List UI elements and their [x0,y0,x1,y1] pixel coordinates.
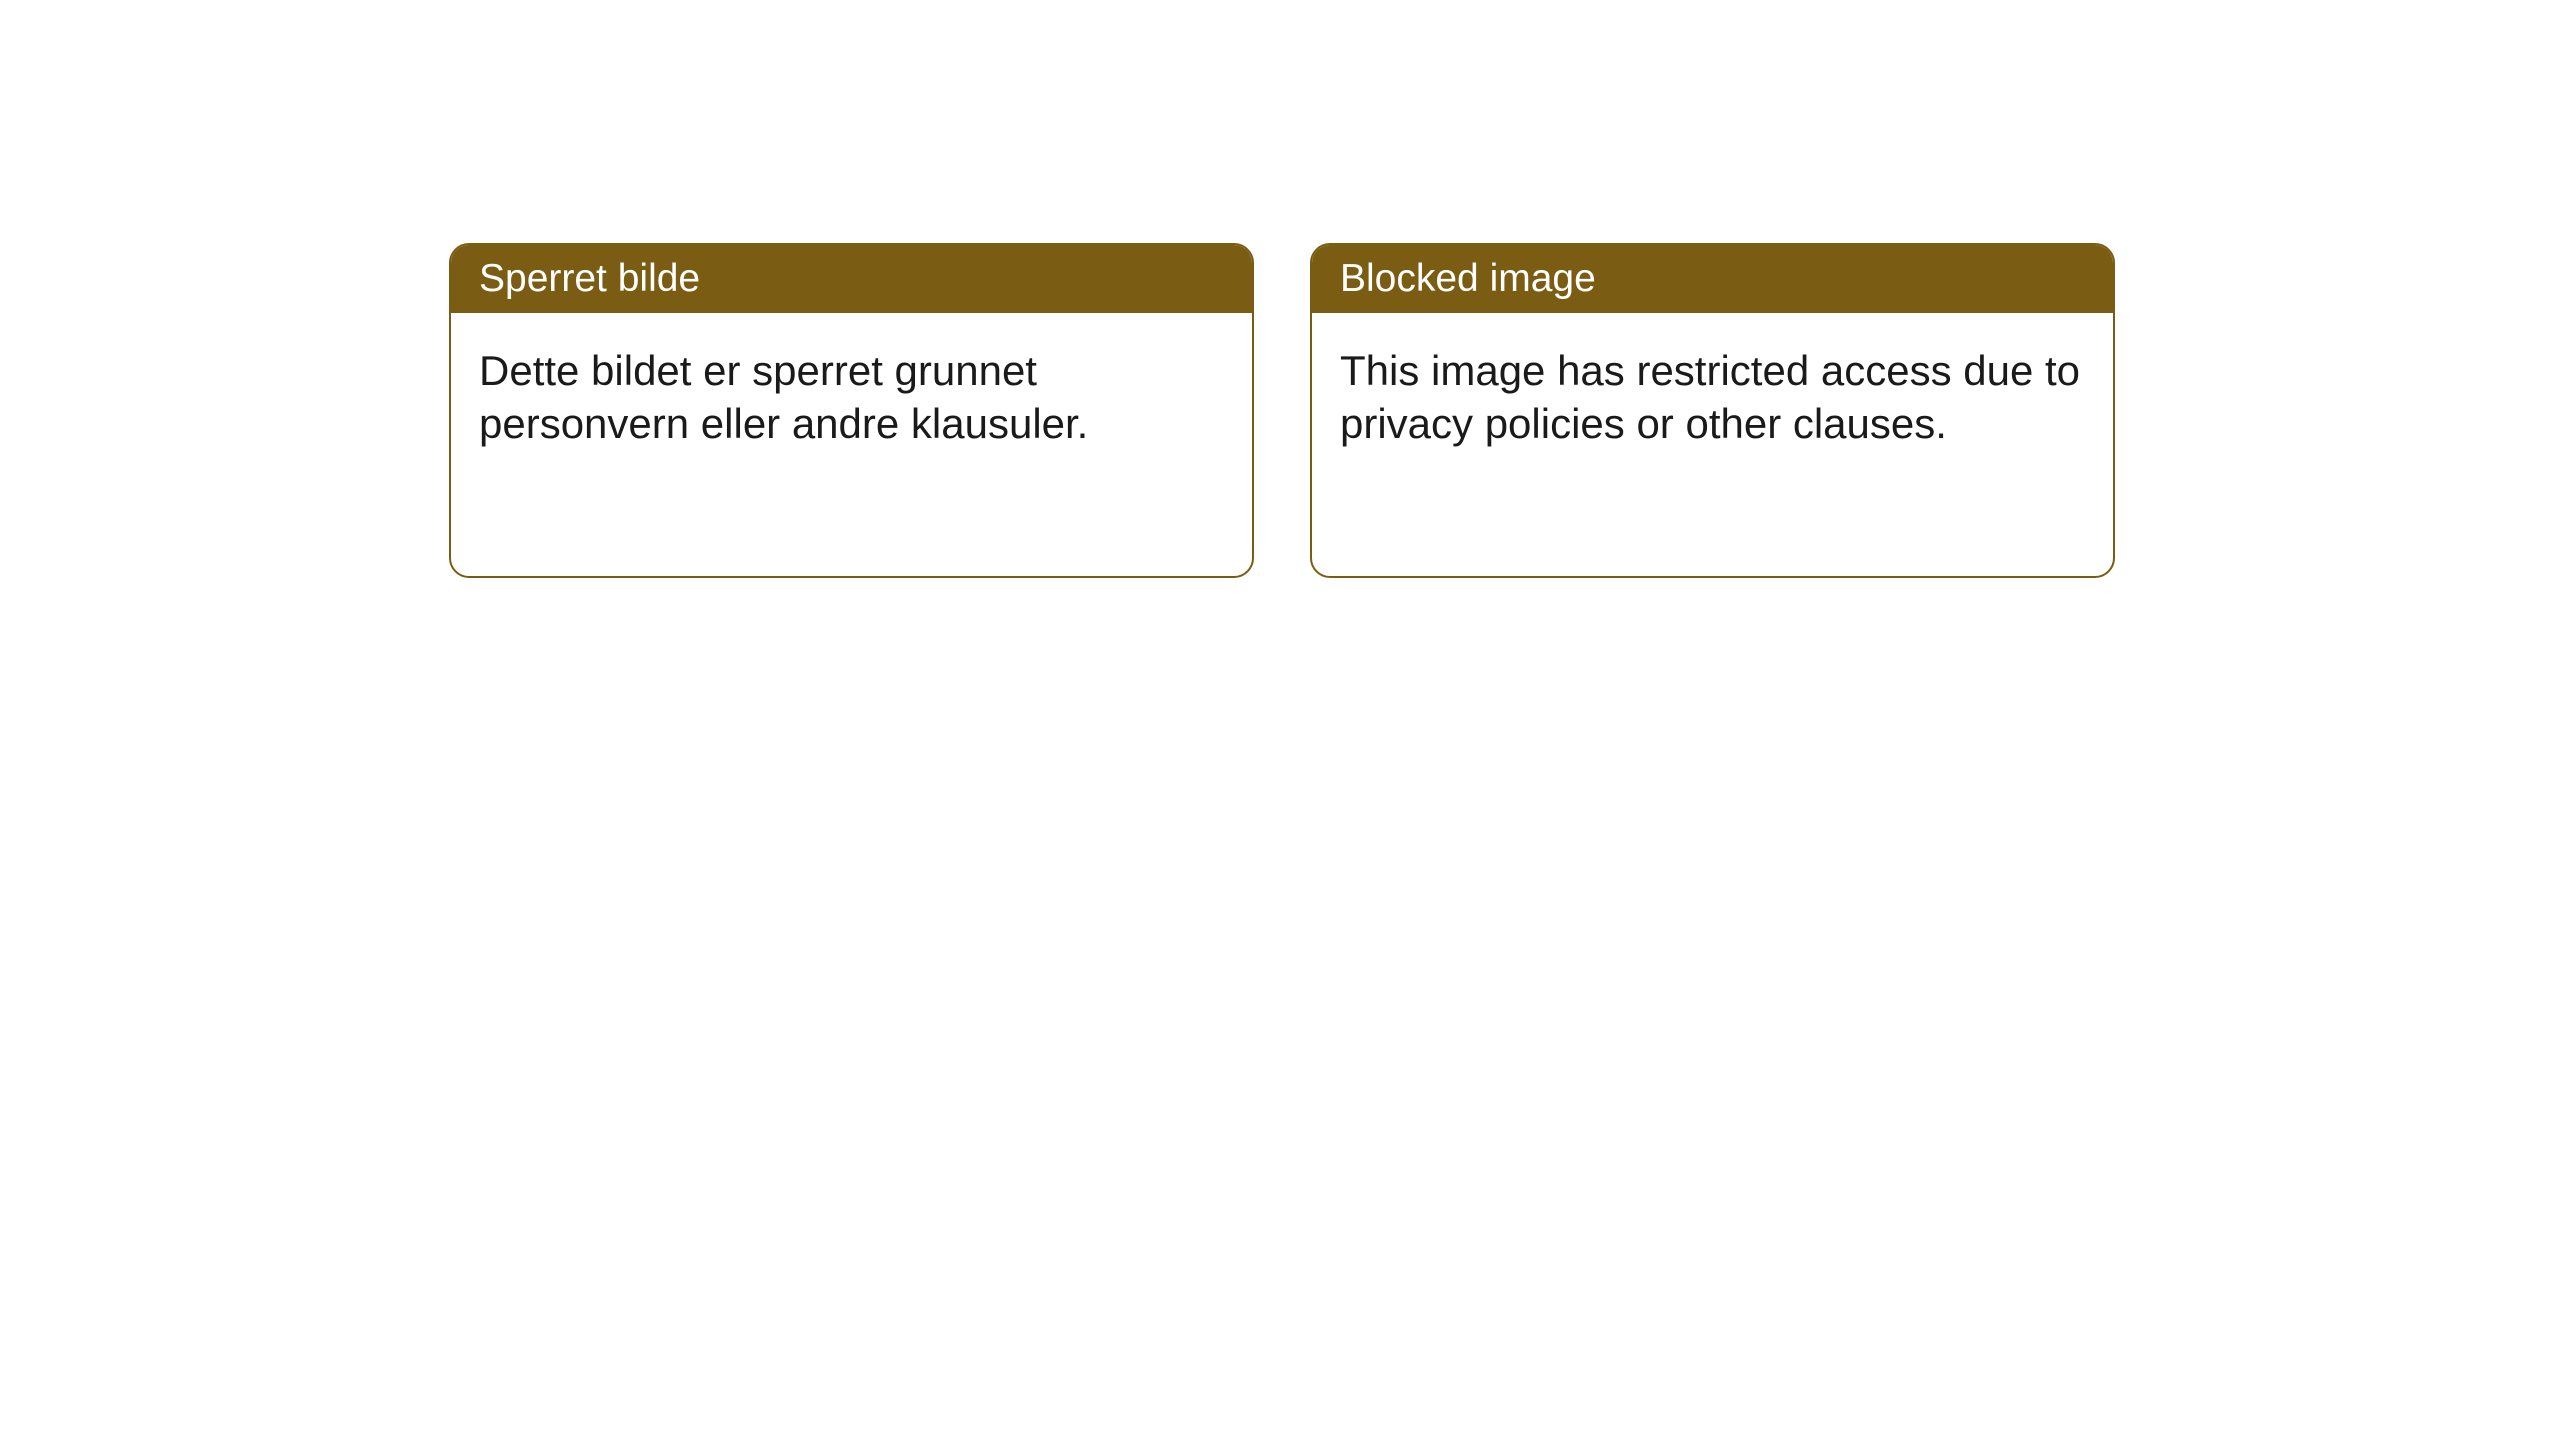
card-body: Dette bildet er sperret grunnet personve… [451,313,1252,482]
card-title: Sperret bilde [479,257,700,300]
card-body-text: This image has restricted access due to … [1340,347,2080,447]
card-body: This image has restricted access due to … [1312,313,2113,482]
card-header: Blocked image [1312,245,2113,313]
card-body-text: Dette bildet er sperret grunnet personve… [479,347,1088,447]
notice-card-english: Blocked image This image has restricted … [1310,243,2115,578]
notice-cards-container: Sperret bilde Dette bildet er sperret gr… [449,243,2115,578]
notice-card-norwegian: Sperret bilde Dette bildet er sperret gr… [449,243,1254,578]
card-title: Blocked image [1340,257,1596,300]
card-header: Sperret bilde [451,245,1252,313]
